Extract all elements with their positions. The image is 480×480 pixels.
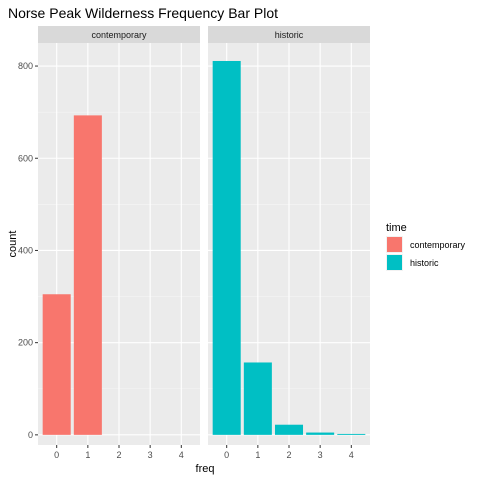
- y-tick-label: 200: [18, 338, 33, 348]
- facet-strip-label: historic: [275, 30, 304, 40]
- facet-panel-historic: historic 0 1 2 3 4: [208, 26, 370, 460]
- bar-historic-freq-3: [306, 432, 335, 435]
- x-tick-label: 2: [286, 450, 291, 460]
- facet-panels: contemporary 0 1 2 3 4 historic 0 1 2 3 4: [38, 26, 370, 460]
- chart-title: Norse Peak Wilderness Frequency Bar Plot: [8, 5, 278, 21]
- x-tick-label: 3: [318, 450, 323, 460]
- x-tick-label: 2: [116, 450, 121, 460]
- bar-contemporary-freq-0: [42, 294, 71, 435]
- facet-strip: [208, 26, 370, 43]
- legend-swatch-contemporary: [387, 237, 402, 252]
- y-axis-label: count: [7, 231, 19, 258]
- facet-strip-label: contemporary: [91, 30, 147, 40]
- x-tick-label: 1: [85, 450, 90, 460]
- facet-panel-contemporary: contemporary 0 1 2 3 4: [38, 26, 200, 460]
- x-tick-label: 0: [54, 450, 59, 460]
- facet-strip: [38, 26, 200, 43]
- bar-historic-freq-1: [243, 362, 272, 435]
- legend-label-contemporary: contemporary: [410, 240, 466, 250]
- y-tick-label: 400: [18, 245, 33, 255]
- y-axis: 0 200 400 600 800: [18, 61, 38, 440]
- bar-historic-freq-0: [212, 60, 241, 435]
- x-tick-label: 0: [224, 450, 229, 460]
- x-tick-label: 1: [255, 450, 260, 460]
- legend-label-historic: historic: [410, 258, 439, 268]
- y-tick-label: 0: [28, 430, 33, 440]
- bar-historic-freq-4: [337, 433, 366, 435]
- bar-contemporary-freq-1: [73, 115, 102, 435]
- legend: time contemporary historic: [386, 222, 466, 271]
- bar-historic-freq-2: [274, 424, 304, 435]
- y-tick-label: 600: [18, 153, 33, 163]
- x-axis-label: freq: [196, 463, 215, 475]
- legend-title: time: [386, 222, 407, 234]
- x-tick-label: 4: [179, 450, 184, 460]
- legend-swatch-historic: [387, 255, 402, 270]
- x-tick-label: 4: [349, 450, 354, 460]
- y-tick-label: 800: [18, 61, 33, 71]
- x-tick-label: 3: [148, 450, 153, 460]
